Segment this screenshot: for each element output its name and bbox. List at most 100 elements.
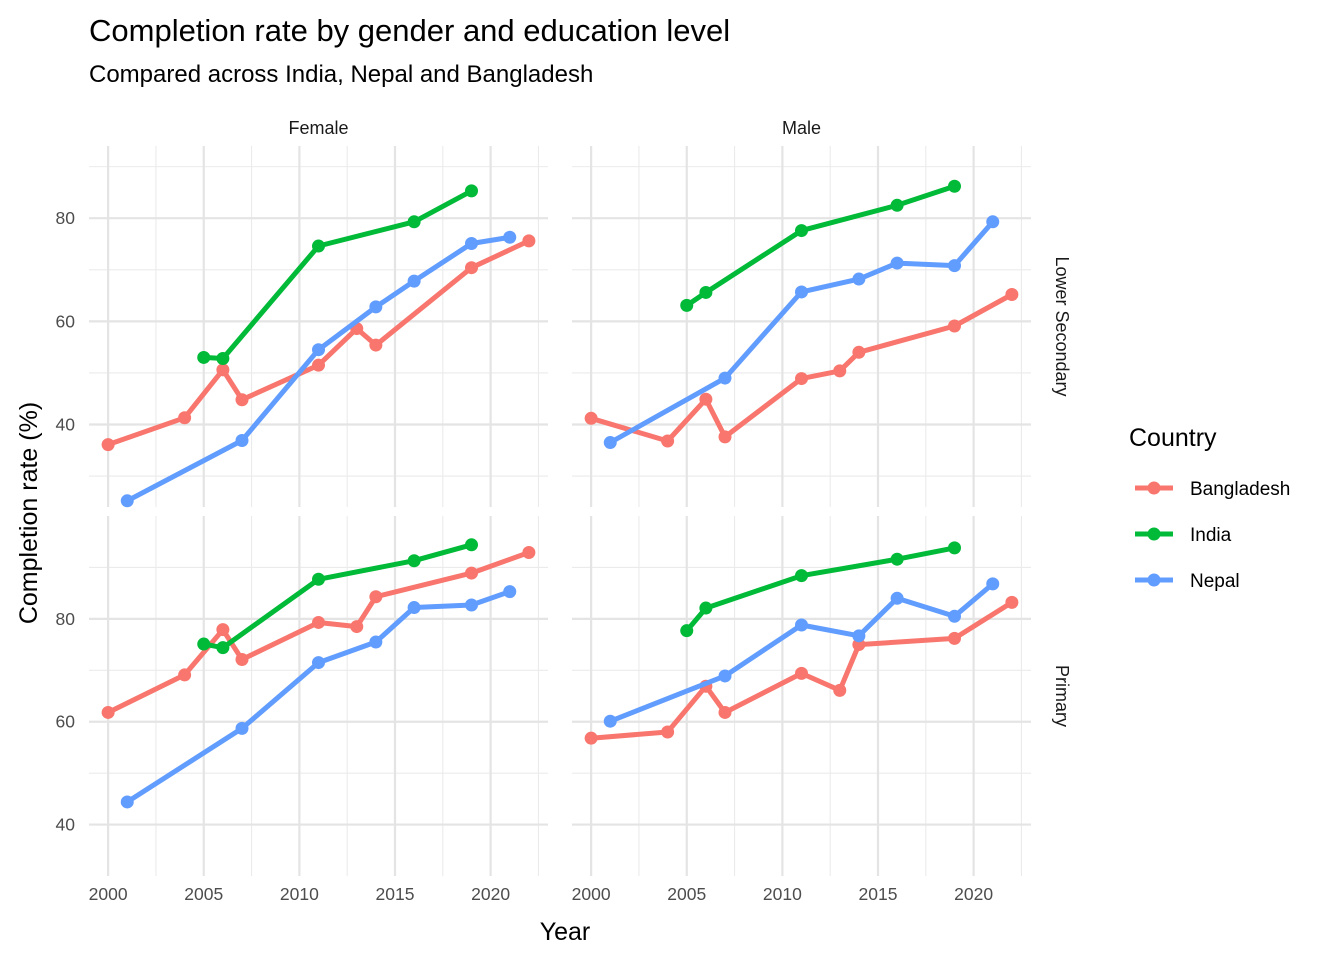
- data-point-india: [407, 554, 421, 568]
- data-point-bangladesh: [584, 731, 598, 745]
- data-point-bangladesh: [584, 411, 598, 425]
- data-point-india: [465, 538, 478, 552]
- data-point-bangladesh: [948, 631, 961, 645]
- data-point-nepal: [986, 577, 1000, 591]
- data-point-india: [699, 601, 713, 615]
- data-point-india: [407, 215, 421, 229]
- data-point-bangladesh: [1005, 288, 1019, 302]
- data-point-bangladesh: [522, 546, 536, 560]
- data-point-bangladesh: [795, 666, 808, 680]
- data-point-nepal: [503, 230, 517, 244]
- data-point-bangladesh: [833, 364, 847, 378]
- data-point-bangladesh: [235, 652, 249, 666]
- x-tick-label: 2005: [184, 884, 223, 904]
- data-point-india: [890, 552, 904, 566]
- data-point-bangladesh: [522, 234, 536, 248]
- legend-label-india: India: [1190, 525, 1232, 546]
- legend-label-nepal: Nepal: [1190, 571, 1240, 592]
- data-point-bangladesh: [235, 393, 249, 407]
- y-tick-label: 60: [56, 712, 76, 732]
- data-point-nepal: [120, 795, 134, 809]
- y-tick-label: 40: [56, 414, 76, 434]
- facet-strip-primary: Primary: [1052, 665, 1072, 727]
- data-point-bangladesh: [661, 434, 675, 448]
- panel-male-primary: 2000 2005 2010 2015 2020 Primary: [572, 516, 1072, 904]
- x-tick-label: 2020: [471, 884, 510, 904]
- data-point-india: [680, 624, 694, 638]
- data-point-nepal: [503, 585, 517, 599]
- data-point-nepal: [603, 436, 617, 450]
- x-tick-label: 2000: [89, 884, 128, 904]
- x-tick-label: 2005: [667, 884, 706, 904]
- x-tick-label: 2010: [280, 884, 319, 904]
- data-point-nepal: [369, 300, 383, 314]
- data-point-nepal: [852, 629, 866, 643]
- data-point-india: [197, 637, 211, 651]
- y-tick-label: 40: [56, 815, 76, 835]
- y-axis-title: Completion rate (%): [15, 402, 43, 624]
- data-point-india: [216, 351, 230, 365]
- data-point-bangladesh: [350, 620, 364, 634]
- data-point-nepal: [718, 371, 732, 385]
- data-point-nepal: [312, 656, 325, 670]
- data-point-bangladesh: [948, 319, 961, 333]
- data-point-bangladesh: [795, 372, 808, 386]
- data-point-nepal: [407, 601, 421, 615]
- data-point-india: [948, 179, 961, 193]
- data-point-nepal: [890, 256, 904, 270]
- data-point-nepal: [603, 714, 617, 728]
- data-point-bangladesh: [216, 623, 230, 637]
- series-line-bangladesh: [105, 238, 532, 448]
- data-point-bangladesh: [833, 683, 847, 697]
- data-point-bangladesh: [465, 261, 478, 275]
- legend-title: Country: [1129, 424, 1217, 452]
- data-point-india: [795, 224, 808, 238]
- data-point-bangladesh: [718, 430, 732, 444]
- data-point-nepal: [986, 215, 1000, 229]
- data-point-india: [197, 350, 211, 364]
- y-tick-label: 80: [56, 609, 76, 629]
- data-point-bangladesh: [661, 725, 675, 739]
- facet-strip-male: Male: [782, 118, 821, 138]
- data-point-bangladesh: [465, 566, 478, 580]
- series-line-nepal: [607, 581, 996, 724]
- facet-strip-female: Female: [288, 118, 348, 138]
- facet-strip-lower-secondary: Lower Secondary: [1052, 256, 1072, 396]
- data-point-bangladesh: [699, 392, 713, 406]
- plot-layer: 40 60 80 Female Male Lower Secondary 40 60 80 200…: [56, 118, 1072, 904]
- data-point-india: [795, 569, 808, 583]
- data-point-india: [312, 572, 325, 586]
- data-point-nepal: [312, 343, 325, 357]
- chart-subtitle: Compared across India, Nepal and Banglad…: [89, 61, 593, 88]
- x-tick-label: 2015: [859, 884, 898, 904]
- data-point-nepal: [465, 598, 478, 612]
- data-point-bangladesh: [718, 705, 732, 719]
- legend-marker-india: [1147, 527, 1161, 541]
- data-point-india: [216, 641, 230, 655]
- data-point-nepal: [948, 609, 961, 623]
- panel-male-lower-secondary: Male Lower Secondary: [572, 118, 1072, 507]
- data-point-india: [890, 198, 904, 212]
- panel-female-lower-secondary: 40 60 80 Female: [56, 118, 548, 508]
- y-tick-label: 60: [56, 311, 76, 331]
- data-point-india: [465, 184, 478, 198]
- data-point-india: [312, 239, 325, 253]
- legend-marker-nepal: [1147, 573, 1161, 587]
- data-point-bangladesh: [369, 590, 383, 604]
- x-tick-label: 2010: [763, 884, 802, 904]
- data-point-nepal: [235, 721, 249, 735]
- data-point-nepal: [795, 285, 808, 299]
- data-point-nepal: [465, 236, 478, 250]
- data-point-nepal: [235, 433, 249, 447]
- x-tick-label: 2000: [572, 884, 611, 904]
- data-point-bangladesh: [178, 411, 192, 425]
- data-point-bangladesh: [1005, 595, 1019, 609]
- data-point-india: [699, 285, 713, 299]
- series-line-india: [201, 542, 474, 651]
- x-tick-label: 2020: [954, 884, 993, 904]
- data-point-bangladesh: [178, 668, 192, 682]
- data-point-nepal: [852, 272, 866, 286]
- chart-title: Completion rate by gender and education …: [89, 13, 730, 48]
